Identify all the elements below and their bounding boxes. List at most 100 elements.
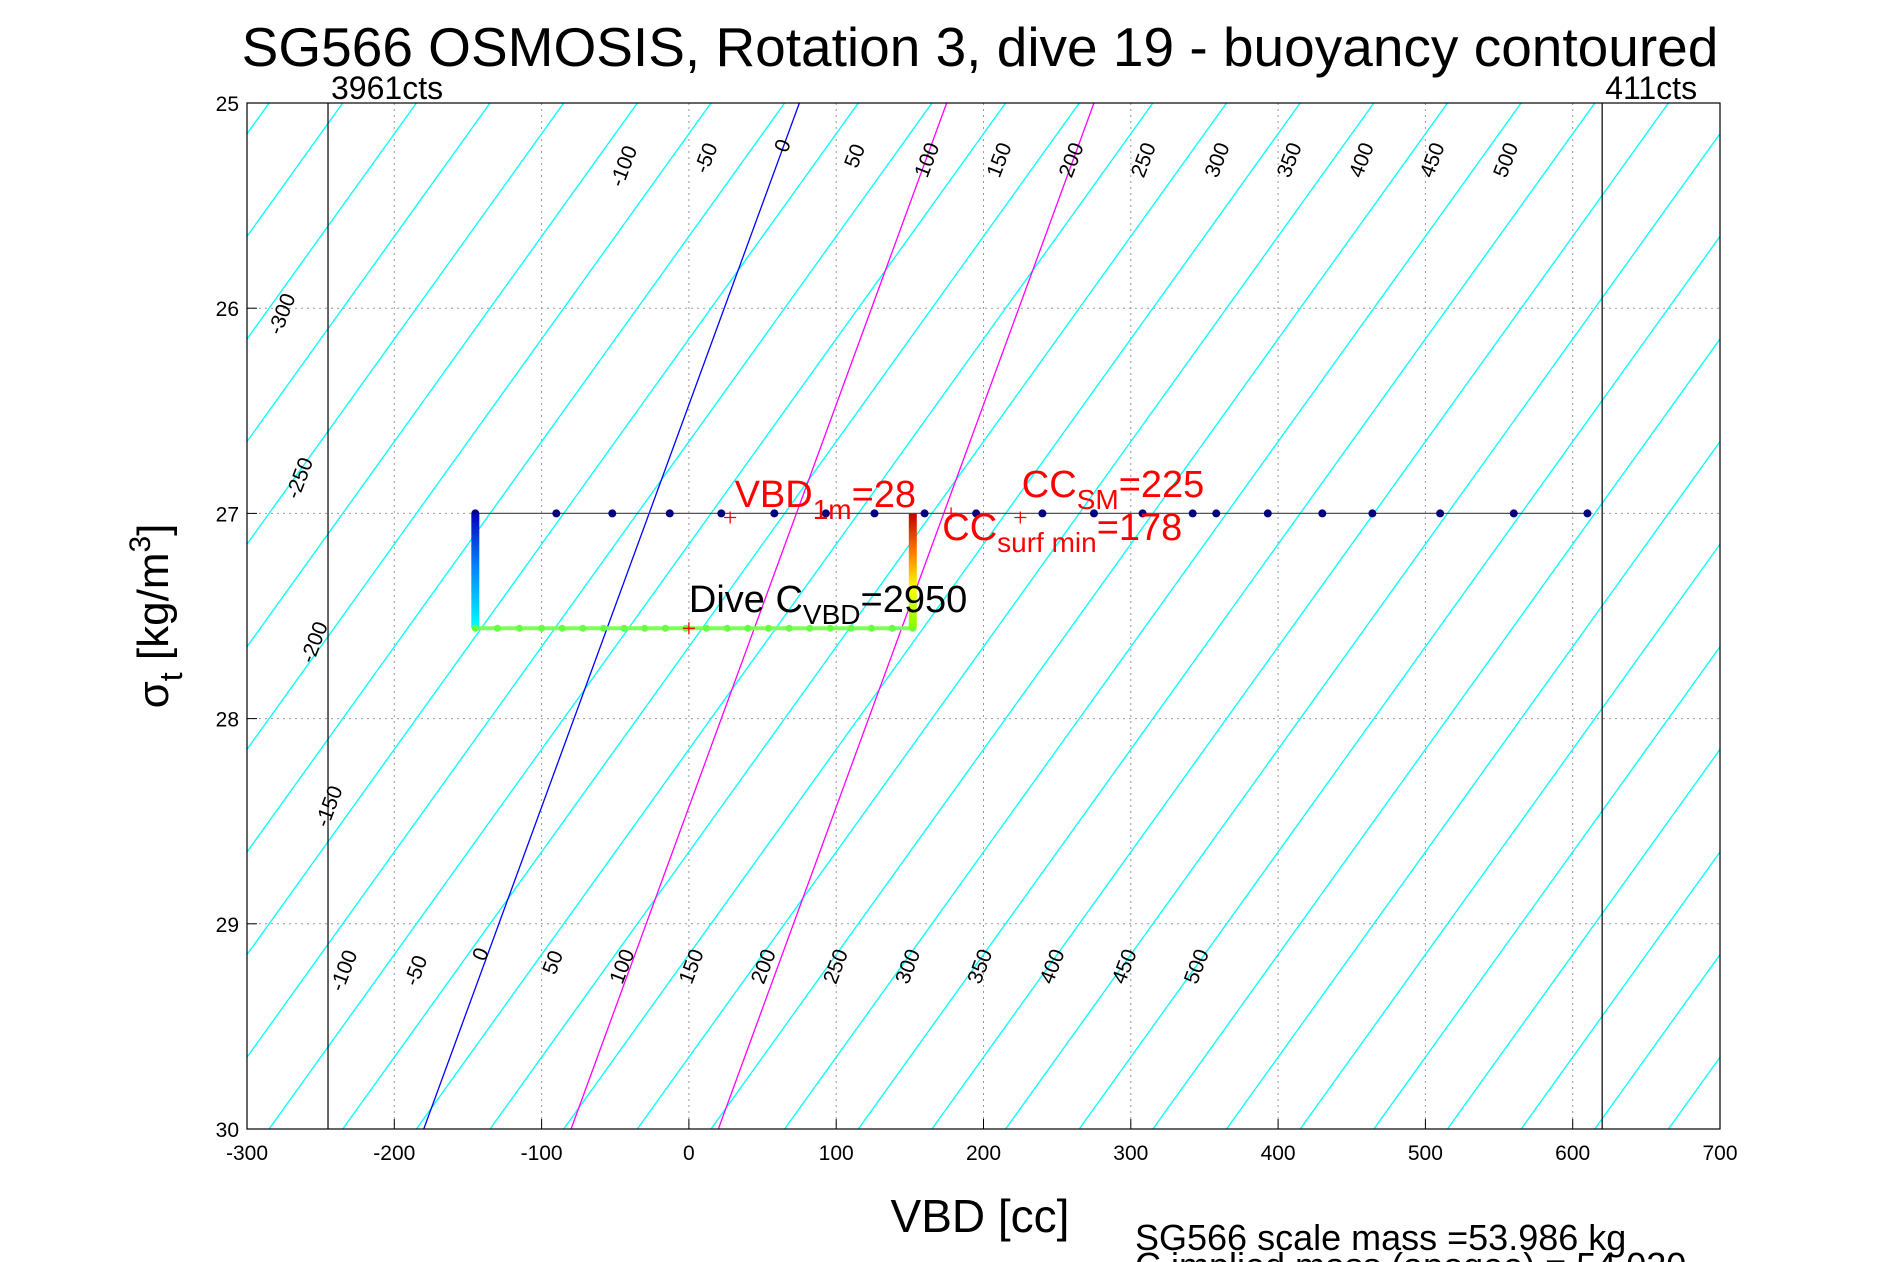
x-tick-label: 200 (966, 1142, 1001, 1165)
footer-mass-line: SG566 scale mass =53.986 kg (1135, 1217, 1626, 1258)
bottom-point (868, 624, 876, 632)
surface-series (471, 509, 1592, 518)
annotation-main: Dive C (689, 579, 803, 621)
contour-label: -300 (264, 290, 301, 337)
contour-label: 200 (747, 946, 781, 987)
y-tick-label: 27 (216, 503, 239, 526)
surface-point (1509, 509, 1518, 518)
y-label-close: ] (129, 524, 178, 536)
contour-label: -200 (296, 619, 333, 666)
contour-line (1226, 440, 1720, 1129)
contour-label: 400 (1036, 946, 1070, 987)
surface-point (1436, 509, 1445, 518)
annotation-sub: 1m (813, 494, 852, 525)
contour-label: 300 (891, 946, 925, 987)
surface-point (821, 509, 830, 518)
footer-implied-line: C implied mass (apogee) = 54.020 (1135, 1245, 1686, 1262)
surface-point (972, 509, 981, 518)
contour-line (268, 103, 1007, 1129)
bottom-point (641, 624, 649, 632)
annotation-value: =178 (1097, 507, 1183, 549)
annotation-main: CC (942, 507, 997, 549)
x-tick-label: -300 (226, 1142, 268, 1165)
highlight-contour-line (423, 103, 800, 1129)
highlight-contour-line (717, 103, 1095, 1129)
y-label-units: [kg/m (129, 553, 178, 673)
x-tick-label: 100 (819, 1142, 854, 1165)
annotation-value: =28 (852, 474, 916, 516)
contour-line (247, 103, 491, 443)
bottom-point (847, 624, 855, 632)
surface-point (1263, 509, 1272, 518)
surface-point (717, 509, 726, 518)
x-axis-label: VBD [cc] (891, 1190, 1070, 1242)
y-tick-label: 28 (216, 709, 239, 732)
surface-point (1583, 509, 1592, 518)
contour-label: 100 (605, 946, 639, 987)
contour-line (415, 103, 1154, 1129)
contour-line (247, 103, 786, 854)
bottom-point (703, 624, 711, 632)
contour-line (1373, 645, 1720, 1129)
contour-label: 150 (983, 140, 1017, 181)
contour-label: -100 (326, 947, 363, 994)
x-tick-label: 500 (1408, 1142, 1443, 1165)
contour-line (247, 103, 417, 341)
contour-label: 500 (1489, 140, 1523, 181)
y-axis-label: σt [kg/m3] (124, 524, 189, 709)
contour-line (636, 103, 1375, 1129)
contour-line (247, 103, 933, 1059)
bottom-point (785, 624, 793, 632)
annotation: CCSM=225 (1022, 464, 1204, 515)
footer-implied-c: C (1135, 1245, 1161, 1262)
contour-line (1667, 1056, 1720, 1129)
surface-point (1038, 509, 1047, 518)
bottom-point (826, 624, 834, 632)
contour-label: 250 (819, 946, 853, 987)
contour-label: 300 (1201, 140, 1235, 181)
y-tick-label: 25 (216, 93, 239, 116)
surface-point (608, 509, 617, 518)
surface-point (920, 509, 929, 518)
contour-label: -100 (606, 143, 643, 190)
contour-line (1520, 850, 1720, 1129)
surface-point (552, 509, 561, 518)
surface-point (1212, 509, 1221, 518)
bottom-point (744, 624, 752, 632)
contour-line (710, 103, 1449, 1129)
bottom-point (888, 624, 896, 632)
contour-line (1005, 132, 1720, 1129)
y-label-sigma: σ (129, 681, 178, 708)
annotation: Dive CVBD=2950 (689, 579, 967, 630)
surface-point (1318, 509, 1327, 518)
y-label-sub: t (153, 672, 189, 681)
surface-point (770, 509, 779, 518)
contour-label: -50 (690, 140, 722, 177)
contour-line (247, 103, 638, 648)
red-marker (724, 511, 737, 524)
contour-label: 100 (910, 140, 944, 181)
contour-line (342, 103, 1080, 1129)
highlight-contour-line (570, 103, 948, 1129)
contour-label: 0 (770, 136, 796, 155)
bottom-point (620, 624, 628, 632)
contour-line (1594, 953, 1720, 1129)
contour-line (1446, 748, 1720, 1129)
x-tick-label: -200 (373, 1142, 415, 1165)
bottom-point (558, 624, 566, 632)
contour-label: 400 (1345, 140, 1379, 181)
contour-label: 200 (1055, 140, 1089, 181)
contour-line (563, 103, 1301, 1129)
red-marker (945, 507, 958, 520)
bottom-point (806, 624, 814, 632)
contour-label: 350 (963, 946, 997, 987)
x-tick-label: 600 (1555, 1142, 1590, 1165)
vbd-limit-lines: 3961cts 411cts (327, 70, 1697, 1129)
contour-label: 150 (675, 946, 709, 987)
annotation-main: CC (1022, 464, 1077, 506)
annotation-value: =2950 (861, 579, 968, 621)
x-axis-ticks: -300 -200 -100 0 100 200 300 400 500 600 700 (226, 1119, 1738, 1165)
descent-segment (471, 513, 480, 629)
red-marker (682, 622, 695, 635)
